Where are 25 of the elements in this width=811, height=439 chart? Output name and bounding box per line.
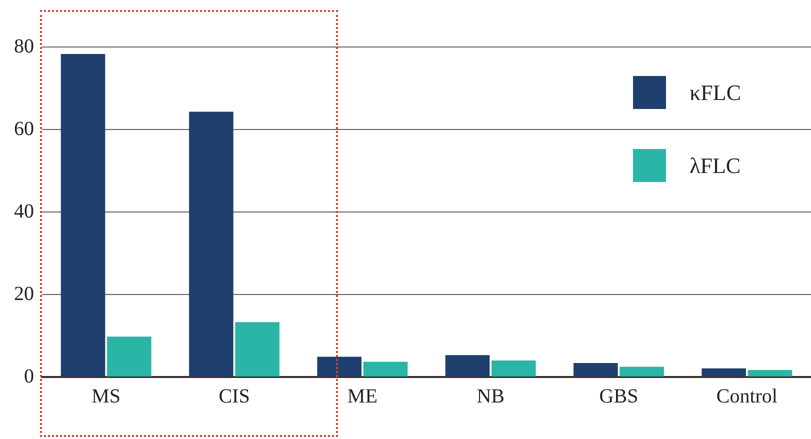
- bar: [363, 362, 408, 376]
- bar: [620, 366, 664, 376]
- bar: [189, 112, 234, 376]
- bar: [492, 360, 536, 376]
- bar: [317, 356, 362, 376]
- bar: [60, 54, 106, 376]
- bar: [748, 370, 792, 376]
- y-tick-label: 20: [14, 282, 34, 305]
- x-tick-label: ME: [347, 385, 378, 408]
- bar: [445, 355, 490, 376]
- legend-label: κFLC: [690, 80, 741, 106]
- legend-label: λFLC: [690, 152, 741, 178]
- y-tick-label: 0: [24, 365, 34, 388]
- bar: [702, 368, 746, 376]
- x-tick-label: CIS: [218, 385, 250, 408]
- bar: [574, 362, 618, 376]
- x-tick-label: NB: [476, 385, 504, 408]
- bar: [235, 322, 280, 376]
- y-tick-label: 40: [14, 200, 34, 222]
- y-tick-label: 80: [14, 35, 34, 58]
- x-tick-label: GBS: [599, 385, 638, 408]
- y-tick-label: 60: [14, 118, 34, 140]
- x-tick-label: Control: [716, 385, 778, 408]
- bar: [107, 336, 152, 376]
- x-tick-label: MS: [92, 385, 121, 408]
